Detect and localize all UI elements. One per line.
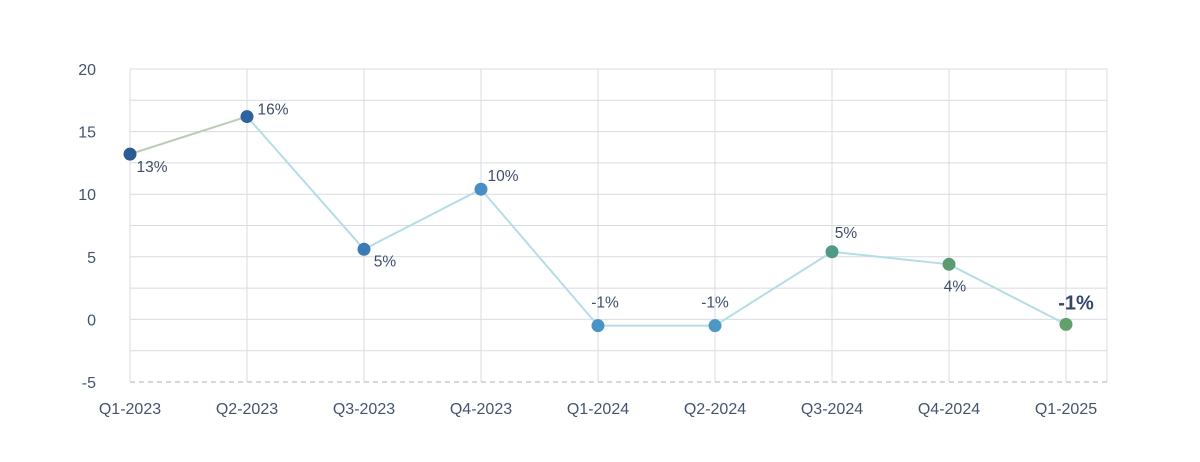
data-point (708, 319, 722, 333)
line-segment (363, 188, 482, 251)
x-tick-label: Q3-2024 (801, 401, 863, 418)
x-tick-label: Q2-2024 (684, 401, 746, 418)
y-tick-label: 10 (78, 187, 96, 204)
x-tick-label: Q1-2023 (99, 401, 161, 418)
y-tick-label: 0 (87, 312, 96, 329)
y-tick-label: 5 (87, 250, 96, 267)
data-label: 4% (944, 278, 967, 295)
data-point (825, 245, 839, 259)
series-line (129, 115, 1067, 327)
data-point (357, 242, 371, 256)
line-segment (714, 250, 833, 327)
y-axis-ticks: -5 0 5 10 15 20 (78, 62, 96, 392)
data-point (942, 257, 956, 271)
line-segment (831, 250, 950, 266)
line-segment (480, 188, 599, 327)
data-point (240, 110, 254, 124)
data-label: -1% (701, 295, 729, 312)
x-tick-label: Q4-2024 (918, 401, 980, 418)
data-point (123, 147, 137, 161)
y-tick-label: -5 (82, 375, 96, 392)
x-tick-label: Q1-2025 (1035, 401, 1097, 418)
data-point (1059, 317, 1073, 331)
data-label: 5% (835, 225, 858, 242)
line-segment (129, 115, 248, 156)
data-labels: 13% 16% 5% 10% -1% -1% 5% 4% -1% (136, 102, 1094, 315)
data-label: -1% (1058, 292, 1094, 314)
y-tick-label: 20 (78, 62, 96, 79)
data-label: 5% (374, 253, 397, 270)
x-tick-label: Q1-2024 (567, 401, 629, 418)
x-tick-label: Q3-2023 (333, 401, 395, 418)
data-label: 10% (487, 168, 518, 185)
x-tick-label: Q4-2023 (450, 401, 512, 418)
y-tick-label: 15 (78, 125, 96, 142)
data-label: 13% (136, 159, 167, 176)
data-point (591, 319, 605, 333)
line-segment (948, 263, 1067, 326)
data-label: -1% (591, 295, 619, 312)
data-label: 16% (257, 102, 288, 119)
data-points (123, 110, 1073, 333)
x-tick-label: Q2-2023 (216, 401, 278, 418)
x-axis-ticks: Q1-2023 Q2-2023 Q3-2023 Q4-2023 Q1-2024 Q2-20… (99, 401, 1097, 418)
line-segment (246, 115, 365, 251)
data-point (474, 182, 488, 196)
